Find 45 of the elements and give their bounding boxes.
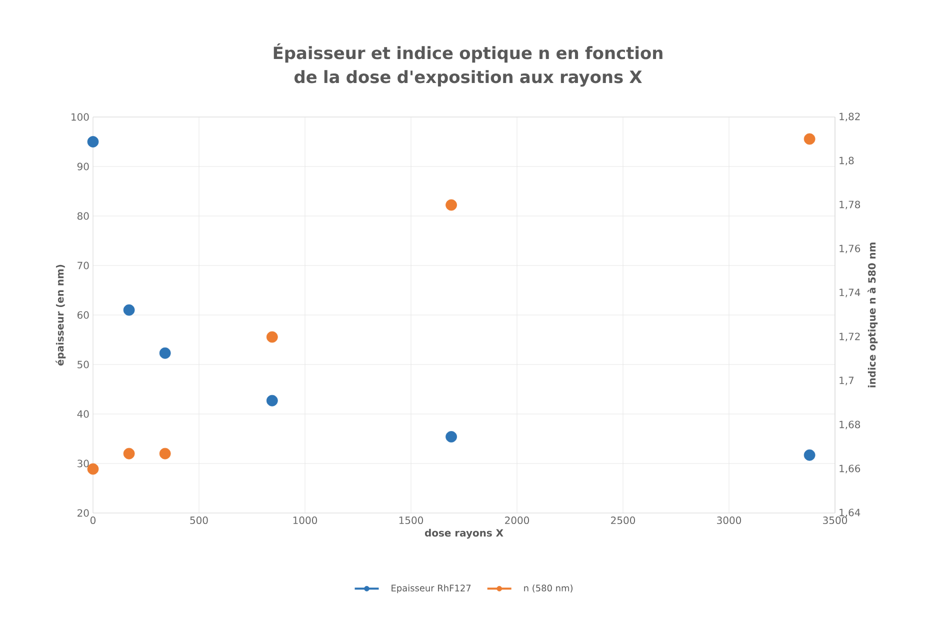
y2-tick-label: 1,68 (840, 420, 860, 430)
legend-label: n (580 nm) (524, 584, 572, 592)
x-axis-title: dose rayons X (424, 528, 504, 539)
y2-tick-label: 1,7 (840, 376, 854, 386)
y2-axis-title: indice optique n à 580 nm (868, 242, 878, 388)
y-tick-label: 40 (77, 410, 89, 418)
y2-tick-label: 1,66 (840, 464, 860, 474)
y-tick-label: 30 (78, 460, 89, 468)
y2-tick-label: 1,78 (840, 200, 860, 210)
x-tick-label: 2500 (611, 516, 636, 524)
y-tick-label: 80 (77, 212, 89, 220)
point (87, 463, 99, 475)
y2-tick-label: 1,64 (840, 508, 860, 518)
point (446, 199, 457, 211)
x-tick-label: 1000 (293, 516, 318, 524)
x-tick-label: 3500 (823, 516, 848, 524)
x-tick-label: 3000 (717, 516, 742, 524)
y-tick-label: 90 (77, 162, 89, 170)
y2-tick-label: 1,74 (840, 288, 860, 298)
y-tick-label: 50 (78, 360, 89, 368)
x-tick-label: 500 (190, 516, 208, 524)
chart-title: Épaisseur et indice optique n en fonction de la dose d'exposition aux rayons X (274, 43, 662, 87)
y2-tick-label: 1,8 (840, 156, 854, 166)
point (159, 448, 171, 460)
point (123, 304, 135, 316)
y2-tick-label: 1,82 (840, 112, 860, 122)
y2-tick-label: 1,76 (840, 244, 860, 254)
point (266, 394, 278, 406)
y-tick-label: 20 (78, 509, 89, 517)
legend-label: Epaisseur RhF127 (392, 584, 471, 594)
point (804, 449, 816, 461)
y-tick-label: 70 (78, 262, 89, 270)
point (159, 347, 171, 359)
y2-tick-label: 1,72 (840, 332, 860, 342)
x-tick-label: 1500 (399, 516, 424, 524)
y-axis-title: épaisseur (en nm) (56, 264, 66, 366)
y-tick-label: 100 (72, 113, 89, 121)
x-tick-label: 2000 (505, 516, 530, 524)
x-tick-label: 0 (90, 516, 96, 524)
point (123, 448, 135, 460)
point (87, 136, 99, 148)
point (804, 133, 816, 145)
y-tick-label: 60 (78, 311, 89, 319)
point (446, 431, 457, 442)
point (266, 331, 278, 343)
